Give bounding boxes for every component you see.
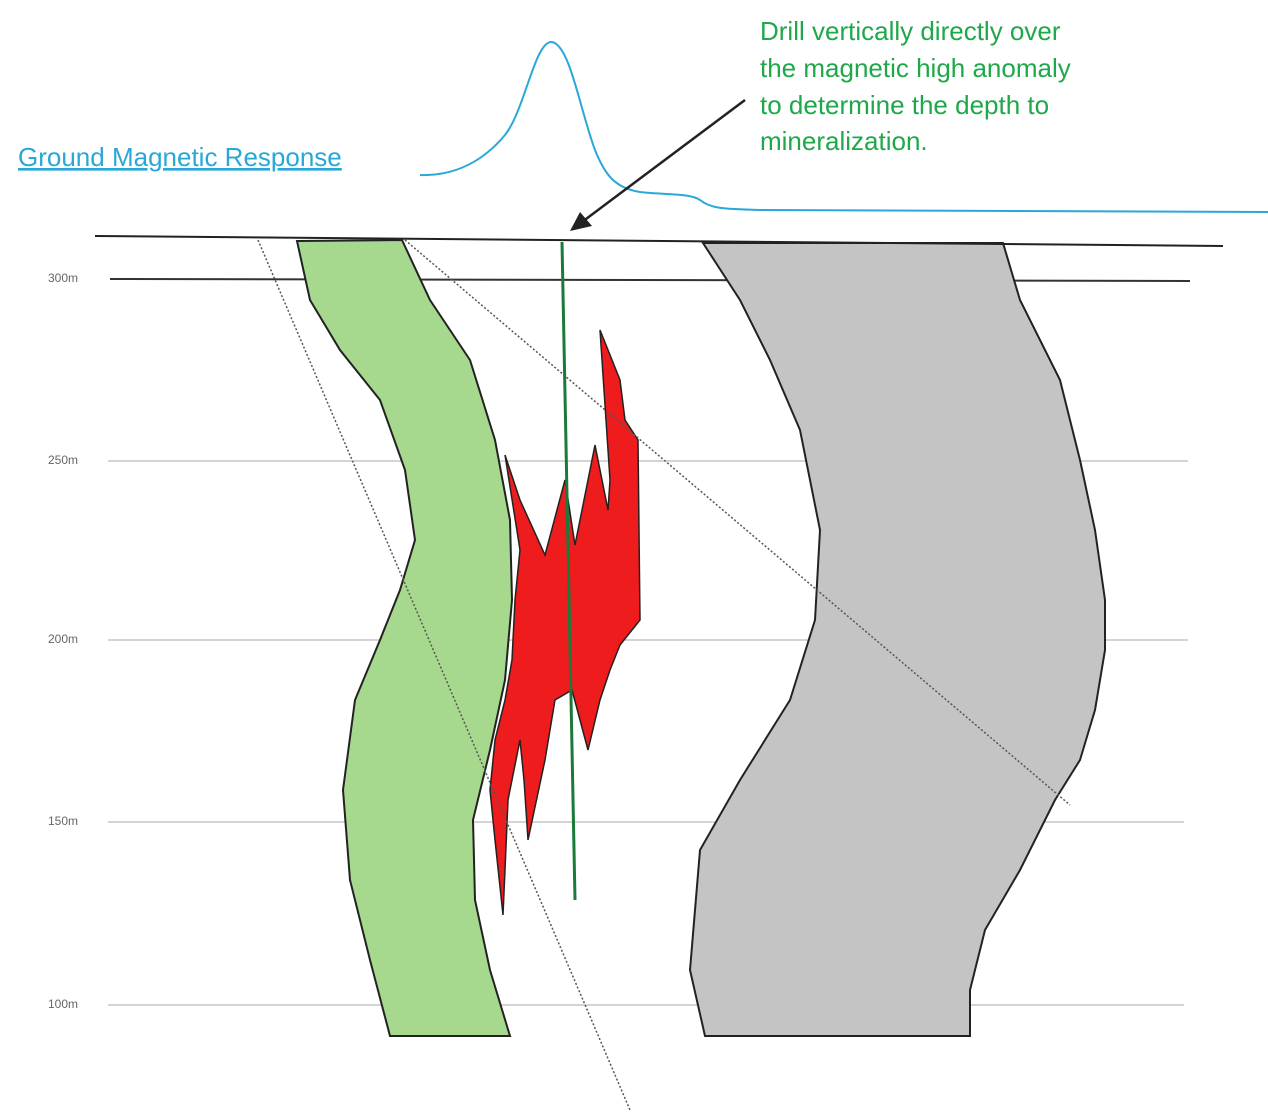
gray-unit (688, 242, 1106, 1037)
depth-label: 100m (48, 997, 78, 1011)
magnetic-curve (419, 41, 1268, 213)
fault-line (257, 239, 631, 1111)
drill-hole (560, 241, 577, 901)
green-unit (295, 238, 514, 1037)
depth-label: 200m (48, 632, 78, 646)
depth-line (109, 278, 1191, 282)
depth-label: 250m (48, 453, 78, 467)
arrow (581, 98, 746, 224)
depth-label: 300m (48, 271, 78, 285)
depth-label: 150m (48, 814, 78, 828)
fault-line (404, 239, 1071, 806)
magnetic-label: Ground Magnetic Response (18, 142, 342, 172)
arrowhead (570, 212, 592, 231)
annotation-line: mineralization. (760, 126, 928, 156)
annotation-line: the magnetic high anomaly (760, 53, 1071, 83)
annotation-line: to determine the depth to (760, 90, 1049, 120)
mineralization (489, 329, 641, 916)
annotation-line: Drill vertically directly over (760, 16, 1061, 46)
ground-surface (94, 235, 1224, 247)
